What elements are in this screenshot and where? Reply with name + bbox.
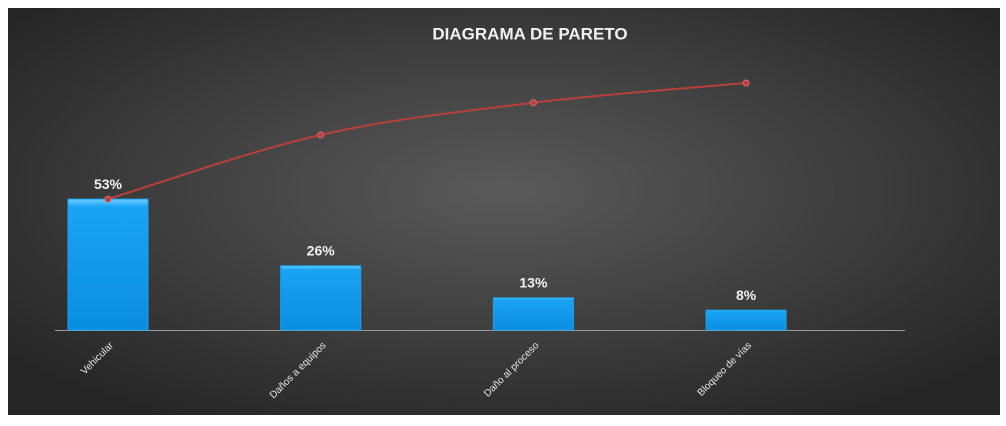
chart-title: DIAGRAMA DE PARETO bbox=[432, 24, 627, 43]
data-label: 26% bbox=[307, 242, 336, 258]
bar bbox=[705, 309, 787, 331]
line bbox=[107, 82, 747, 201]
chart-background bbox=[8, 8, 1000, 415]
bar bbox=[280, 265, 362, 331]
line-marker bbox=[317, 131, 325, 139]
bar bbox=[492, 297, 574, 331]
line-marker bbox=[529, 99, 537, 107]
line-marker bbox=[104, 195, 112, 203]
line-marker bbox=[742, 79, 750, 87]
bar bbox=[67, 198, 149, 331]
data-label: 53% bbox=[94, 176, 123, 192]
data-label: 8% bbox=[736, 287, 757, 303]
data-label: 13% bbox=[519, 275, 548, 291]
